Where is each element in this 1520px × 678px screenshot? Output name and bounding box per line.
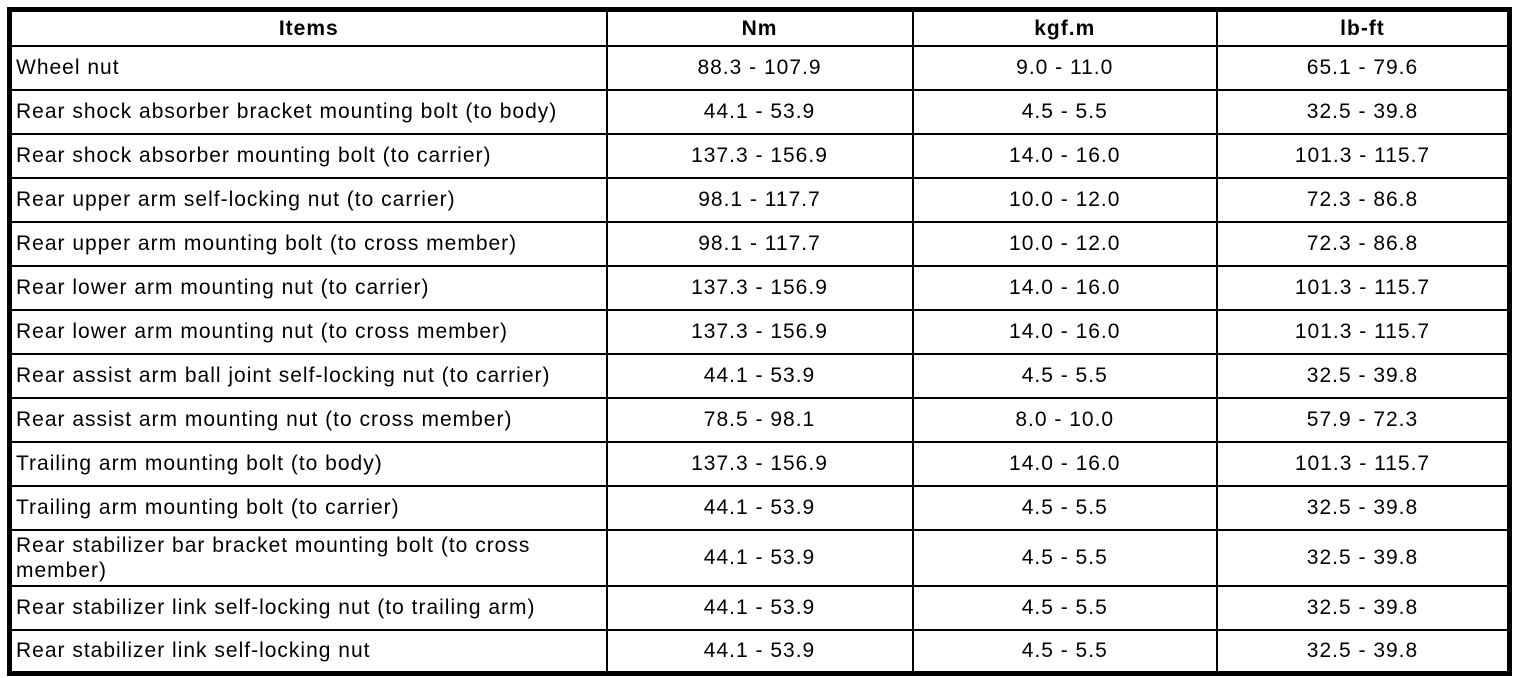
table-row: Rear lower arm mounting nut (to cross me… [8, 308, 1511, 355]
kgfm-value-cell: 10.0 - 12.0 [911, 220, 1218, 267]
item-name-cell: Rear stabilizer bar bracket mounting bol… [8, 528, 608, 587]
item-name-cell: Trailing arm mounting bolt (to carrier) [8, 484, 608, 531]
item-name-cell: Trailing arm mounting bolt (to body) [8, 440, 608, 487]
nm-value-cell: 44.1 - 53.9 [605, 352, 914, 399]
item-name-cell: Rear lower arm mounting nut (to carrier) [8, 264, 608, 311]
table-row: Trailing arm mounting bolt (to body) 137… [8, 440, 1511, 487]
lbft-value-cell: 32.5 - 39.8 [1215, 352, 1511, 399]
table-body: Wheel nut 88.3 - 107.9 9.0 - 11.0 65.1 -… [8, 44, 1511, 675]
lbft-value-cell: 72.3 - 86.8 [1215, 176, 1511, 223]
item-name-cell: Rear shock absorber bracket mounting bol… [8, 88, 608, 135]
nm-value-cell: 78.5 - 98.1 [605, 396, 914, 443]
lbft-value-cell: 32.5 - 39.8 [1215, 88, 1511, 135]
kgfm-value-cell: 4.5 - 5.5 [911, 584, 1218, 631]
item-name-cell: Rear stabilizer link self-locking nut (t… [8, 584, 608, 631]
kgfm-value-cell: 9.0 - 11.0 [911, 44, 1218, 91]
item-name-cell: Rear shock absorber mounting bolt (to ca… [8, 132, 608, 179]
table-row: Rear stabilizer link self-locking nut (t… [8, 584, 1511, 631]
column-header-items: Items [8, 8, 608, 47]
lbft-value-cell: 57.9 - 72.3 [1215, 396, 1511, 443]
lbft-value-cell: 32.5 - 39.8 [1215, 484, 1511, 531]
nm-value-cell: 44.1 - 53.9 [605, 584, 914, 631]
nm-value-cell: 137.3 - 156.9 [605, 264, 914, 311]
nm-value-cell: 44.1 - 53.9 [605, 88, 914, 135]
item-name-cell: Rear assist arm mounting nut (to cross m… [8, 396, 608, 443]
lbft-value-cell: 101.3 - 115.7 [1215, 308, 1511, 355]
lbft-value-cell: 32.5 - 39.8 [1215, 528, 1511, 587]
lbft-value-cell: 65.1 - 79.6 [1215, 44, 1511, 91]
item-name-cell: Rear stabilizer link self-locking nut [8, 628, 608, 675]
kgfm-value-cell: 4.5 - 5.5 [911, 484, 1218, 531]
kgfm-value-cell: 8.0 - 10.0 [911, 396, 1218, 443]
lbft-value-cell: 101.3 - 115.7 [1215, 440, 1511, 487]
lbft-value-cell: 101.3 - 115.7 [1215, 264, 1511, 311]
kgfm-value-cell: 4.5 - 5.5 [911, 628, 1218, 675]
column-header-nm: Nm [605, 8, 914, 47]
kgfm-value-cell: 4.5 - 5.5 [911, 352, 1218, 399]
item-name-cell: Wheel nut [8, 44, 608, 91]
item-name-cell: Rear upper arm self-locking nut (to carr… [8, 176, 608, 223]
nm-value-cell: 44.1 - 53.9 [605, 484, 914, 531]
table-row: Rear assist arm ball joint self-locking … [8, 352, 1511, 399]
nm-value-cell: 44.1 - 53.9 [605, 528, 914, 587]
lbft-value-cell: 101.3 - 115.7 [1215, 132, 1511, 179]
table-row: Rear shock absorber mounting bolt (to ca… [8, 132, 1511, 179]
column-header-lbft: lb-ft [1215, 8, 1511, 47]
kgfm-value-cell: 14.0 - 16.0 [911, 264, 1218, 311]
lbft-value-cell: 72.3 - 86.8 [1215, 220, 1511, 267]
table-row: Rear shock absorber bracket mounting bol… [8, 88, 1511, 135]
nm-value-cell: 88.3 - 107.9 [605, 44, 914, 91]
nm-value-cell: 98.1 - 117.7 [605, 220, 914, 267]
lbft-value-cell: 32.5 - 39.8 [1215, 584, 1511, 631]
column-header-kgfm: kgf.m [911, 8, 1218, 47]
table-row: Trailing arm mounting bolt (to carrier) … [8, 484, 1511, 531]
nm-value-cell: 98.1 - 117.7 [605, 176, 914, 223]
item-name-cell: Rear lower arm mounting nut (to cross me… [8, 308, 608, 355]
nm-value-cell: 137.3 - 156.9 [605, 308, 914, 355]
table-row: Rear lower arm mounting nut (to carrier)… [8, 264, 1511, 311]
table-row: Rear stabilizer link self-locking nut 44… [8, 628, 1511, 675]
nm-value-cell: 44.1 - 53.9 [605, 628, 914, 675]
table-row: Rear upper arm mounting bolt (to cross m… [8, 220, 1511, 267]
table-row: Wheel nut 88.3 - 107.9 9.0 - 11.0 65.1 -… [8, 44, 1511, 91]
table-header-row: Items Nm kgf.m lb-ft [8, 8, 1511, 47]
table-row: Rear upper arm self-locking nut (to carr… [8, 176, 1511, 223]
table-row: Rear assist arm mounting nut (to cross m… [8, 396, 1511, 443]
kgfm-value-cell: 4.5 - 5.5 [911, 88, 1218, 135]
lbft-value-cell: 32.5 - 39.8 [1215, 628, 1511, 675]
item-name-cell: Rear assist arm ball joint self-locking … [8, 352, 608, 399]
kgfm-value-cell: 10.0 - 12.0 [911, 176, 1218, 223]
kgfm-value-cell: 14.0 - 16.0 [911, 440, 1218, 487]
torque-spec-table: Items Nm kgf.m lb-ft Wheel nut 88.3 - 10… [7, 7, 1512, 676]
nm-value-cell: 137.3 - 156.9 [605, 440, 914, 487]
table-row: Rear stabilizer bar bracket mounting bol… [8, 528, 1511, 587]
item-name-cell: Rear upper arm mounting bolt (to cross m… [8, 220, 608, 267]
kgfm-value-cell: 14.0 - 16.0 [911, 132, 1218, 179]
nm-value-cell: 137.3 - 156.9 [605, 132, 914, 179]
kgfm-value-cell: 14.0 - 16.0 [911, 308, 1218, 355]
kgfm-value-cell: 4.5 - 5.5 [911, 528, 1218, 587]
